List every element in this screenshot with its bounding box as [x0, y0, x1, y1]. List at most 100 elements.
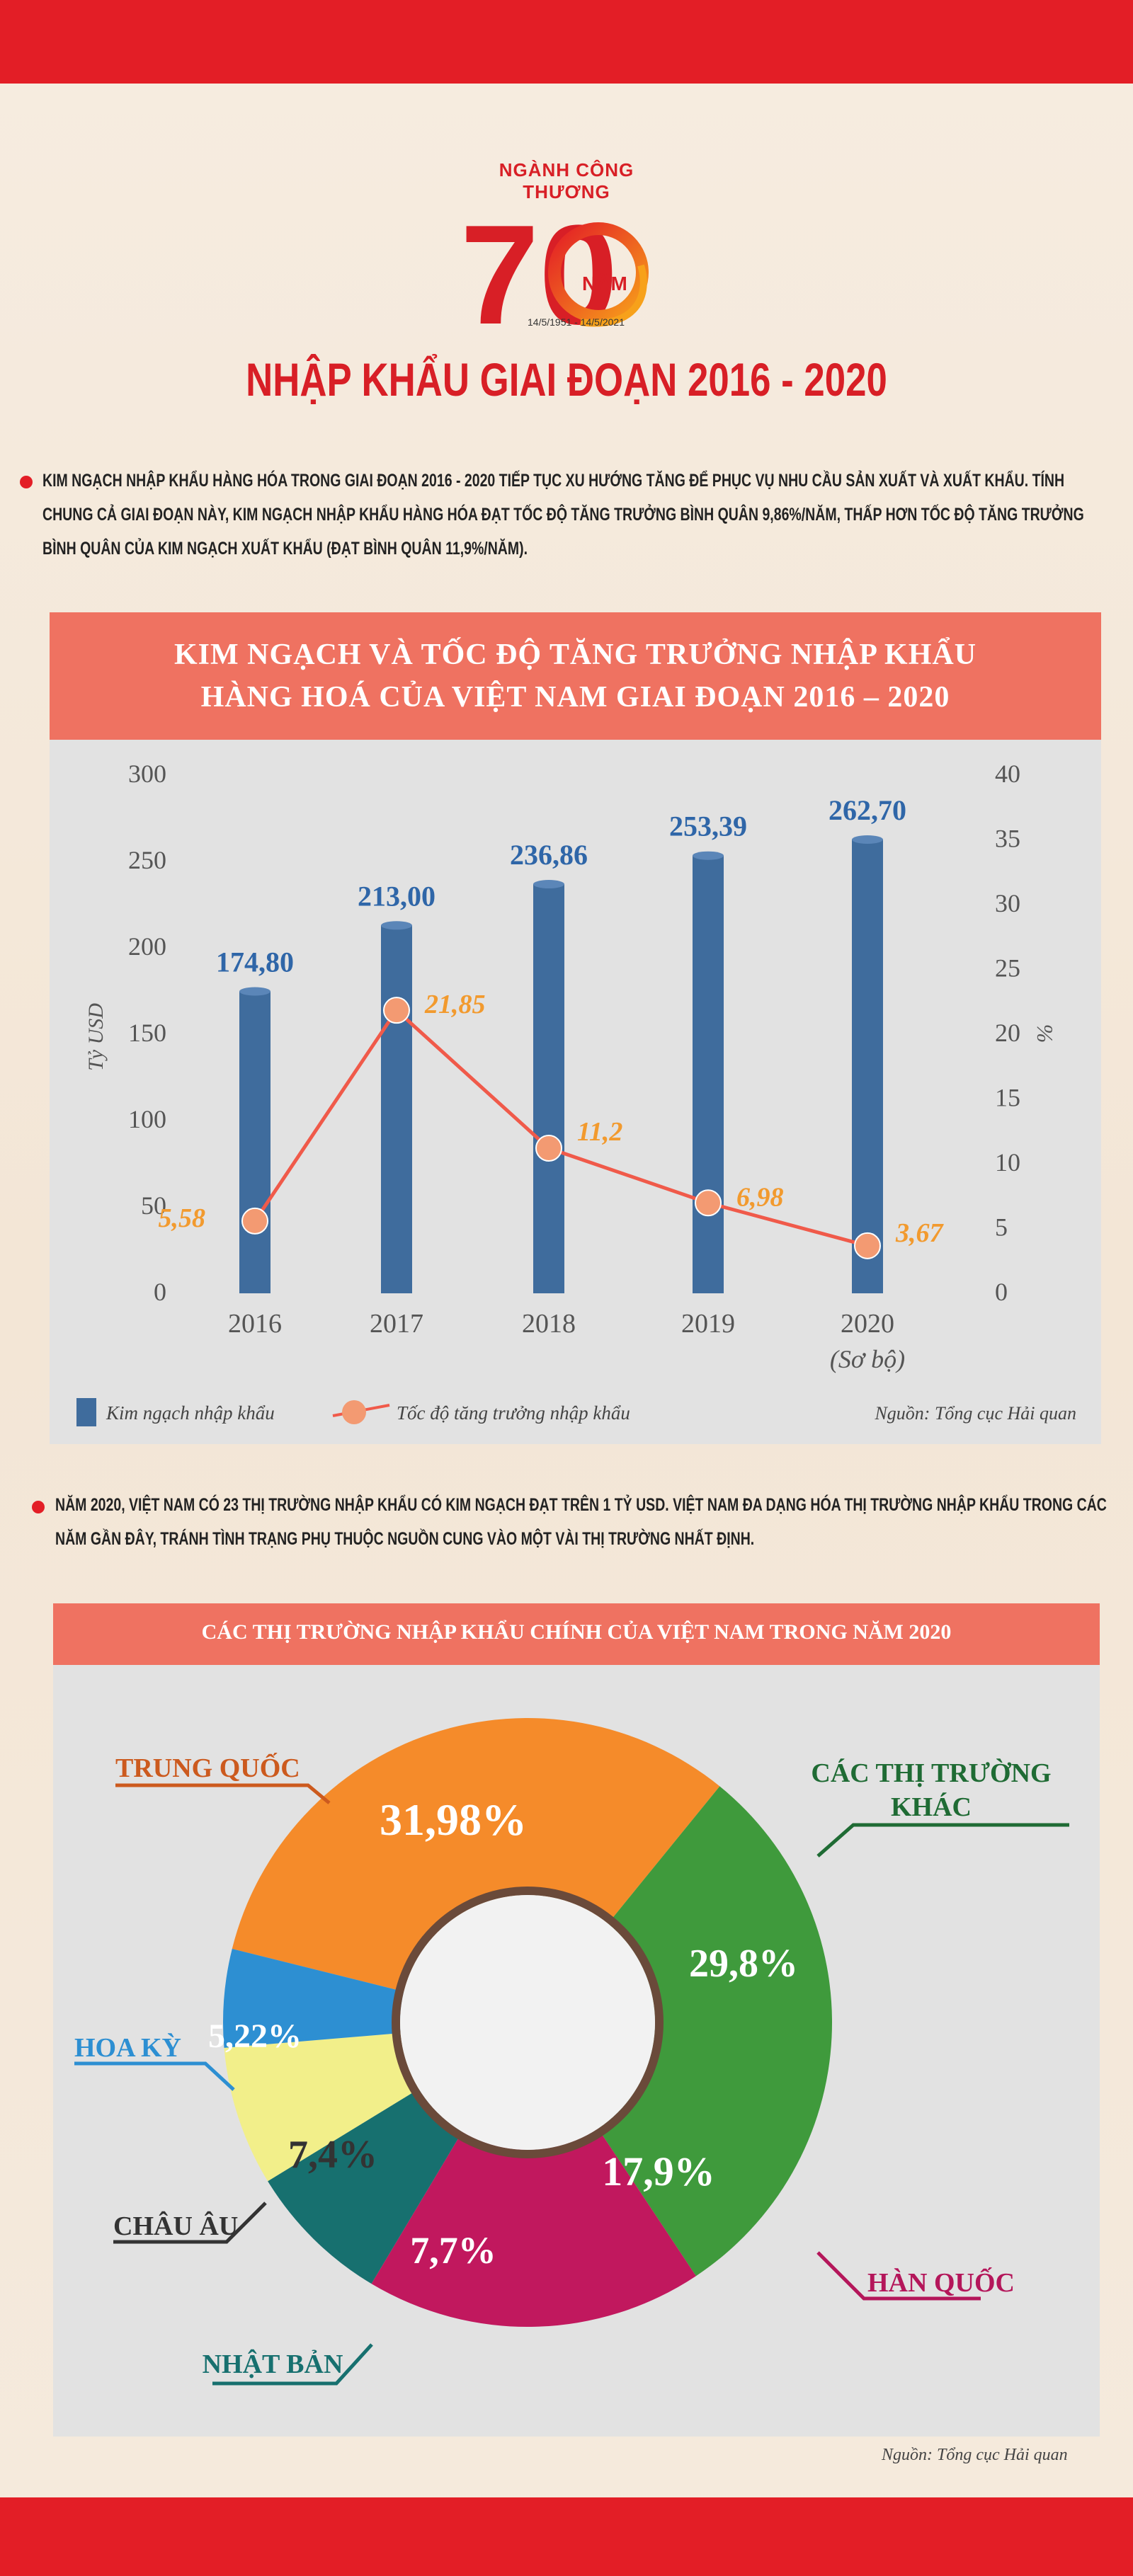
- y2-tick-label: 15: [995, 1084, 1020, 1112]
- y2-tick-label: 40: [995, 760, 1020, 788]
- slice-percent-label: 7,4%: [288, 2133, 377, 2177]
- top-banner: [0, 0, 1133, 84]
- intro-paragraph: KIM NGẠCH NHẬP KHẨU HÀNG HÓA TRONG GIAI …: [42, 464, 1115, 566]
- leader-line: [816, 1823, 1069, 1857]
- y2-tick-label: 35: [995, 825, 1020, 853]
- bar: [852, 840, 883, 1293]
- growth-value-label: 5,58: [159, 1203, 206, 1233]
- markets-donut-chart: 31,98% 29,8% 17,9% 7,7% 7,4% 5,22% TRUNG QUỐC N…: [74, 1718, 1069, 2386]
- bar-value-label: 174,80: [216, 946, 294, 978]
- slice-name-label-line2: KHÁC: [891, 1792, 972, 1822]
- chart1-header: KIM NGẠCH VÀ TỐC ĐỘ TĂNG TRƯỞNG NHẬP KHẨ…: [50, 612, 1101, 740]
- logo-70-graphic: 70: [460, 196, 649, 336]
- bar-value-label: 253,39: [669, 811, 747, 842]
- donut-slice: [598, 1786, 832, 2277]
- logo-top-text: NGÀNH CÔNG THƯƠNG: [499, 159, 634, 202]
- donut-slice: [371, 2128, 696, 2327]
- bar-group: [239, 987, 271, 1293]
- x-tick-label: 2020: [841, 1309, 894, 1339]
- y2-tick-label: 25: [995, 954, 1020, 983]
- y-axis-label: Tỷ USD: [84, 1003, 108, 1071]
- bar-value-label: 236,86: [510, 839, 588, 871]
- leader-line: [212, 2343, 373, 2386]
- y-tick-label: 100: [128, 1105, 166, 1133]
- anniversary-logo: NGÀNH CÔNG THƯƠNG 70 NĂM 14/5/1951 - 14/…: [453, 159, 680, 336]
- bar-group: [852, 835, 883, 1293]
- y2-tick-label: 0: [995, 1278, 1008, 1306]
- page-title: NHẬP KHẨU GIAI ĐOẠN 2016 - 2020: [246, 353, 887, 406]
- bar-value-label: 213,00: [358, 880, 435, 912]
- slice-name-label: TRUNG QUỐC: [115, 1752, 300, 1783]
- y-tick-label: 300: [128, 760, 166, 788]
- logo-dates: 14/5/1951 - 14/5/2021: [528, 316, 625, 328]
- markets-text: NĂM 2020, VIỆT NAM CÓ 23 THỊ TRƯỜNG NHẬP…: [55, 1495, 1107, 1549]
- bar-cap: [693, 851, 724, 860]
- chart2-source: Nguồn: Tổng cục Hải quan: [882, 2446, 1068, 2464]
- y-tick-label: 50: [141, 1191, 166, 1220]
- bar-cap: [533, 880, 564, 889]
- bottom-banner: [0, 2497, 1133, 2576]
- bullet-dot: [20, 476, 33, 488]
- chart2-title: CÁC THỊ TRƯỜNG NHẬP KHẨU CHÍNH CỦA VIỆT …: [201, 1620, 952, 1644]
- chart1-title-line2: HÀNG HOÁ CỦA VIỆT NAM GIAI ĐOẠN 2016 – 2…: [200, 681, 950, 714]
- growth-value-label: 21,85: [424, 990, 486, 1019]
- donut-slice: [224, 2033, 419, 2182]
- chart1-body: 300 250 200 150 100 50 0 40 35 30 25 20 15 10 5 0 Tỷ USD…: [50, 740, 1101, 1444]
- intro-text: KIM NGẠCH NHẬP KHẨU HÀNG HÓA TRONG GIAI …: [42, 471, 1084, 559]
- leader-line: [74, 2061, 235, 2091]
- slice-percent-label: 17,9%: [602, 2148, 715, 2194]
- leader-line: [115, 1783, 331, 1804]
- leader-line: [816, 2251, 981, 2301]
- y2-axis-label: %: [1032, 1024, 1058, 1043]
- donut-slice: [223, 1948, 404, 2048]
- slice-name-label: NHẬT BẢN: [203, 2349, 343, 2379]
- y-tick-label: 200: [128, 932, 166, 961]
- slice-percent-label: 7,7%: [410, 2229, 496, 2272]
- slice-percent-label: 31,98%: [380, 1794, 527, 1845]
- chart1-source: Nguồn: Tổng cục Hải quan: [874, 1403, 1076, 1424]
- bar: [693, 855, 724, 1293]
- x-tick-label: 2019: [681, 1309, 735, 1339]
- growth-value-label: 6,98: [736, 1182, 784, 1212]
- slice-name-label: HOA KỲ: [74, 2033, 181, 2063]
- bullet-dot: [32, 1501, 45, 1513]
- bar-cap: [852, 835, 883, 845]
- growth-point: [854, 1232, 881, 1259]
- legend-line-marker: [342, 1400, 366, 1424]
- donut-hole: [400, 1895, 655, 2150]
- slice-percent-label: 5,22%: [208, 2017, 302, 2055]
- growth-value-label: 11,2: [577, 1117, 622, 1147]
- markets-paragraph: NĂM 2020, VIỆT NAM CÓ 23 THỊ TRƯỜNG NHẬP…: [55, 1488, 1117, 1556]
- bar-group: [381, 921, 412, 1293]
- donut-slice: [232, 1718, 720, 1992]
- growth-point: [383, 997, 410, 1024]
- logo-nam: NĂM: [582, 273, 627, 294]
- legend-bar-label: Kim ngạch nhập khẩu: [106, 1402, 275, 1424]
- y2-tick-label: 5: [995, 1213, 1008, 1242]
- slice-name-label: HÀN QUỐC: [867, 2267, 1015, 2298]
- x-tick-label: 2018: [522, 1309, 576, 1339]
- chart2-header: CÁC THỊ TRƯỜNG NHẬP KHẨU CHÍNH CỦA VIỆT …: [53, 1603, 1100, 1665]
- x-tick-note: (Sơ bộ): [830, 1345, 905, 1373]
- growth-point: [535, 1135, 562, 1162]
- chart2-body: 31,98% 29,8% 17,9% 7,7% 7,4% 5,22% TRUNG QUỐC N…: [53, 1665, 1100, 2437]
- x-tick-label: 2016: [228, 1309, 282, 1339]
- leader-line: [113, 2202, 267, 2244]
- y2-tick-label: 10: [995, 1148, 1020, 1177]
- slice-percent-label: 29,8%: [689, 1942, 798, 1986]
- y2-tick-label: 30: [995, 889, 1020, 917]
- bar-cap: [239, 987, 271, 996]
- bar-value-label: 262,70: [829, 794, 906, 826]
- y2-tick-label: 20: [995, 1019, 1020, 1047]
- y-tick-label: 250: [128, 846, 166, 874]
- bar-group: [533, 880, 564, 1293]
- slice-name-label: CHÂU ÂU: [113, 2211, 238, 2241]
- donut-slice: [268, 2088, 462, 2284]
- legend-line-label: Tốc độ tăng trưởng nhập khẩu: [397, 1402, 630, 1424]
- bar: [381, 925, 412, 1293]
- donut-inner-ring: [392, 1887, 664, 2158]
- growth-value-label: 3,67: [895, 1218, 945, 1248]
- growth-point: [241, 1207, 268, 1235]
- bar-cap: [381, 921, 412, 930]
